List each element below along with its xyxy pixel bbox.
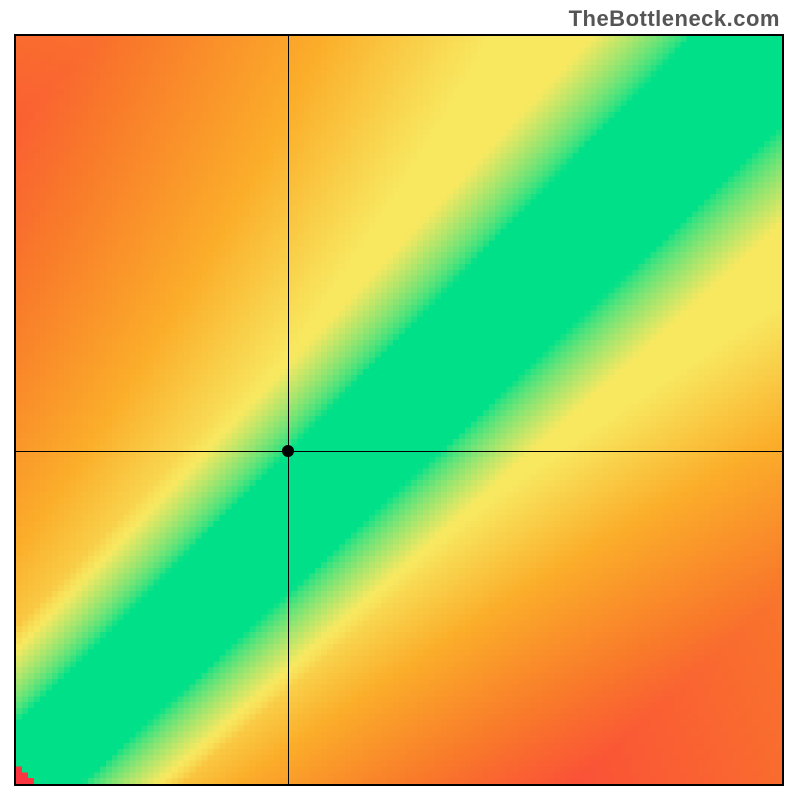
heatmap-frame	[14, 34, 784, 786]
heatmap-canvas	[16, 36, 782, 784]
crosshair-marker	[282, 445, 294, 457]
watermark-text: TheBottleneck.com	[569, 6, 780, 32]
crosshair-horizontal	[16, 451, 782, 452]
crosshair-vertical	[288, 36, 289, 784]
